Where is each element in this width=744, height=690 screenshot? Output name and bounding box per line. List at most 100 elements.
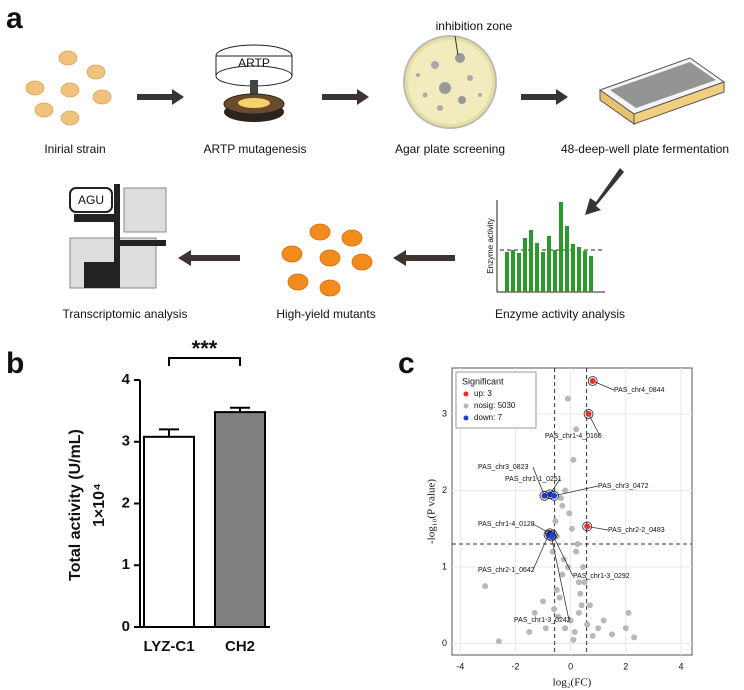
significance-label: *** [192, 336, 218, 361]
agar-plate [403, 35, 497, 129]
point [585, 410, 592, 417]
point-label: PAS_chr1-1_0251 [505, 476, 562, 483]
x-tick-label: 2 [623, 661, 628, 671]
error-bar [159, 428, 179, 437]
point [631, 634, 638, 641]
point [589, 632, 596, 639]
point-label: PAS_chr1-3_0242 [514, 617, 571, 624]
highlight-ring [582, 521, 593, 532]
point [600, 617, 607, 624]
yeast-cells [25, 50, 112, 126]
point-label: PAS_chr1-4_0128 [478, 521, 535, 528]
point [559, 571, 566, 578]
arrow [322, 89, 369, 105]
y-tick-label: 1 [442, 561, 447, 571]
point [577, 590, 584, 597]
point [571, 629, 578, 636]
point [564, 395, 571, 402]
device-label: ARTP [238, 56, 270, 70]
x-tick-label: -4 [456, 661, 464, 671]
point-label: PAS_chr3_0472 [598, 483, 649, 490]
transcriptome-label: AGU [78, 193, 104, 207]
activity-mini-chart [496, 200, 605, 293]
point [551, 492, 558, 499]
point [482, 583, 489, 590]
point [540, 598, 547, 605]
x-tick-label: LYZ-C1 [143, 638, 194, 655]
y-tick-label: 3 [442, 408, 447, 418]
point [573, 548, 580, 555]
highlight-ring [549, 490, 559, 501]
activity-axis-label: Enzyme activity [486, 218, 495, 274]
plate-label: inhibition zone [436, 19, 513, 33]
point-label: PAS_chr1-4_0160 [545, 433, 602, 440]
y-tick-label: 0 [122, 618, 130, 635]
point [622, 625, 629, 632]
legend-marker [463, 403, 469, 409]
point [575, 579, 582, 586]
point-label: PAS_chr2-1_0642 [478, 567, 535, 574]
point [609, 631, 615, 638]
point [566, 510, 573, 517]
point [569, 525, 575, 532]
x-tick-label: 0 [568, 661, 573, 671]
point [580, 563, 587, 570]
point [531, 609, 538, 616]
highlight-ring [547, 529, 558, 540]
step-label: Inirial strain [44, 142, 105, 156]
label-leader [550, 536, 570, 621]
point [575, 609, 582, 616]
point [553, 586, 560, 593]
point [570, 636, 577, 643]
point [589, 378, 596, 385]
point [562, 625, 569, 632]
point [526, 629, 533, 636]
y-axis-unit: 1×10⁴ [91, 483, 108, 527]
point [559, 502, 566, 509]
point [581, 579, 588, 586]
arrow [393, 250, 455, 266]
point [584, 523, 591, 530]
x-tick-label: -2 [511, 661, 519, 671]
x-tick-label: CH2 [225, 638, 255, 655]
label-leader [532, 534, 549, 571]
point [570, 456, 577, 463]
panel-label: c [398, 347, 415, 380]
y-tick-label: 3 [122, 433, 130, 450]
point [548, 533, 555, 540]
label-leader [587, 526, 609, 531]
highlight-ring [546, 531, 557, 542]
highlight-ring [583, 409, 594, 419]
point-label: PAS_chr2-2_0483 [608, 527, 665, 534]
step-label: ARTP mutagenesis [204, 142, 307, 156]
point [574, 541, 581, 548]
step-label: Transcriptomic analysis [63, 307, 188, 321]
point [573, 426, 580, 433]
arrow [178, 250, 240, 266]
step-label: 48-deep-well plate fermentation [561, 142, 729, 156]
point [541, 492, 548, 499]
point [586, 602, 593, 609]
legend-title: Significant [462, 376, 504, 386]
step-label: High-yield mutants [276, 307, 375, 321]
point-label: PAS_chr1-3_0292 [573, 573, 630, 580]
legend-label: nosig: 5030 [474, 401, 516, 410]
x-axis-label: log₂(FC) [553, 677, 592, 689]
legend-marker [463, 391, 469, 397]
step-label: Agar plate screening [395, 142, 505, 156]
y-axis-label: Total activity (U/mL) [67, 429, 84, 581]
point [625, 609, 632, 616]
point [595, 625, 602, 632]
highlight-ring [587, 376, 598, 386]
point-label: PAS_chr4_0844 [614, 387, 665, 394]
artp-device [215, 44, 293, 122]
point [495, 638, 502, 645]
y-tick-label: 2 [122, 494, 130, 511]
label-leader [552, 534, 574, 577]
error-bar [230, 406, 250, 413]
x-tick-label: 4 [678, 661, 683, 671]
y-tick-label: 2 [442, 485, 447, 495]
point [552, 518, 559, 525]
legend-marker [463, 415, 469, 421]
label-leader [532, 466, 545, 496]
